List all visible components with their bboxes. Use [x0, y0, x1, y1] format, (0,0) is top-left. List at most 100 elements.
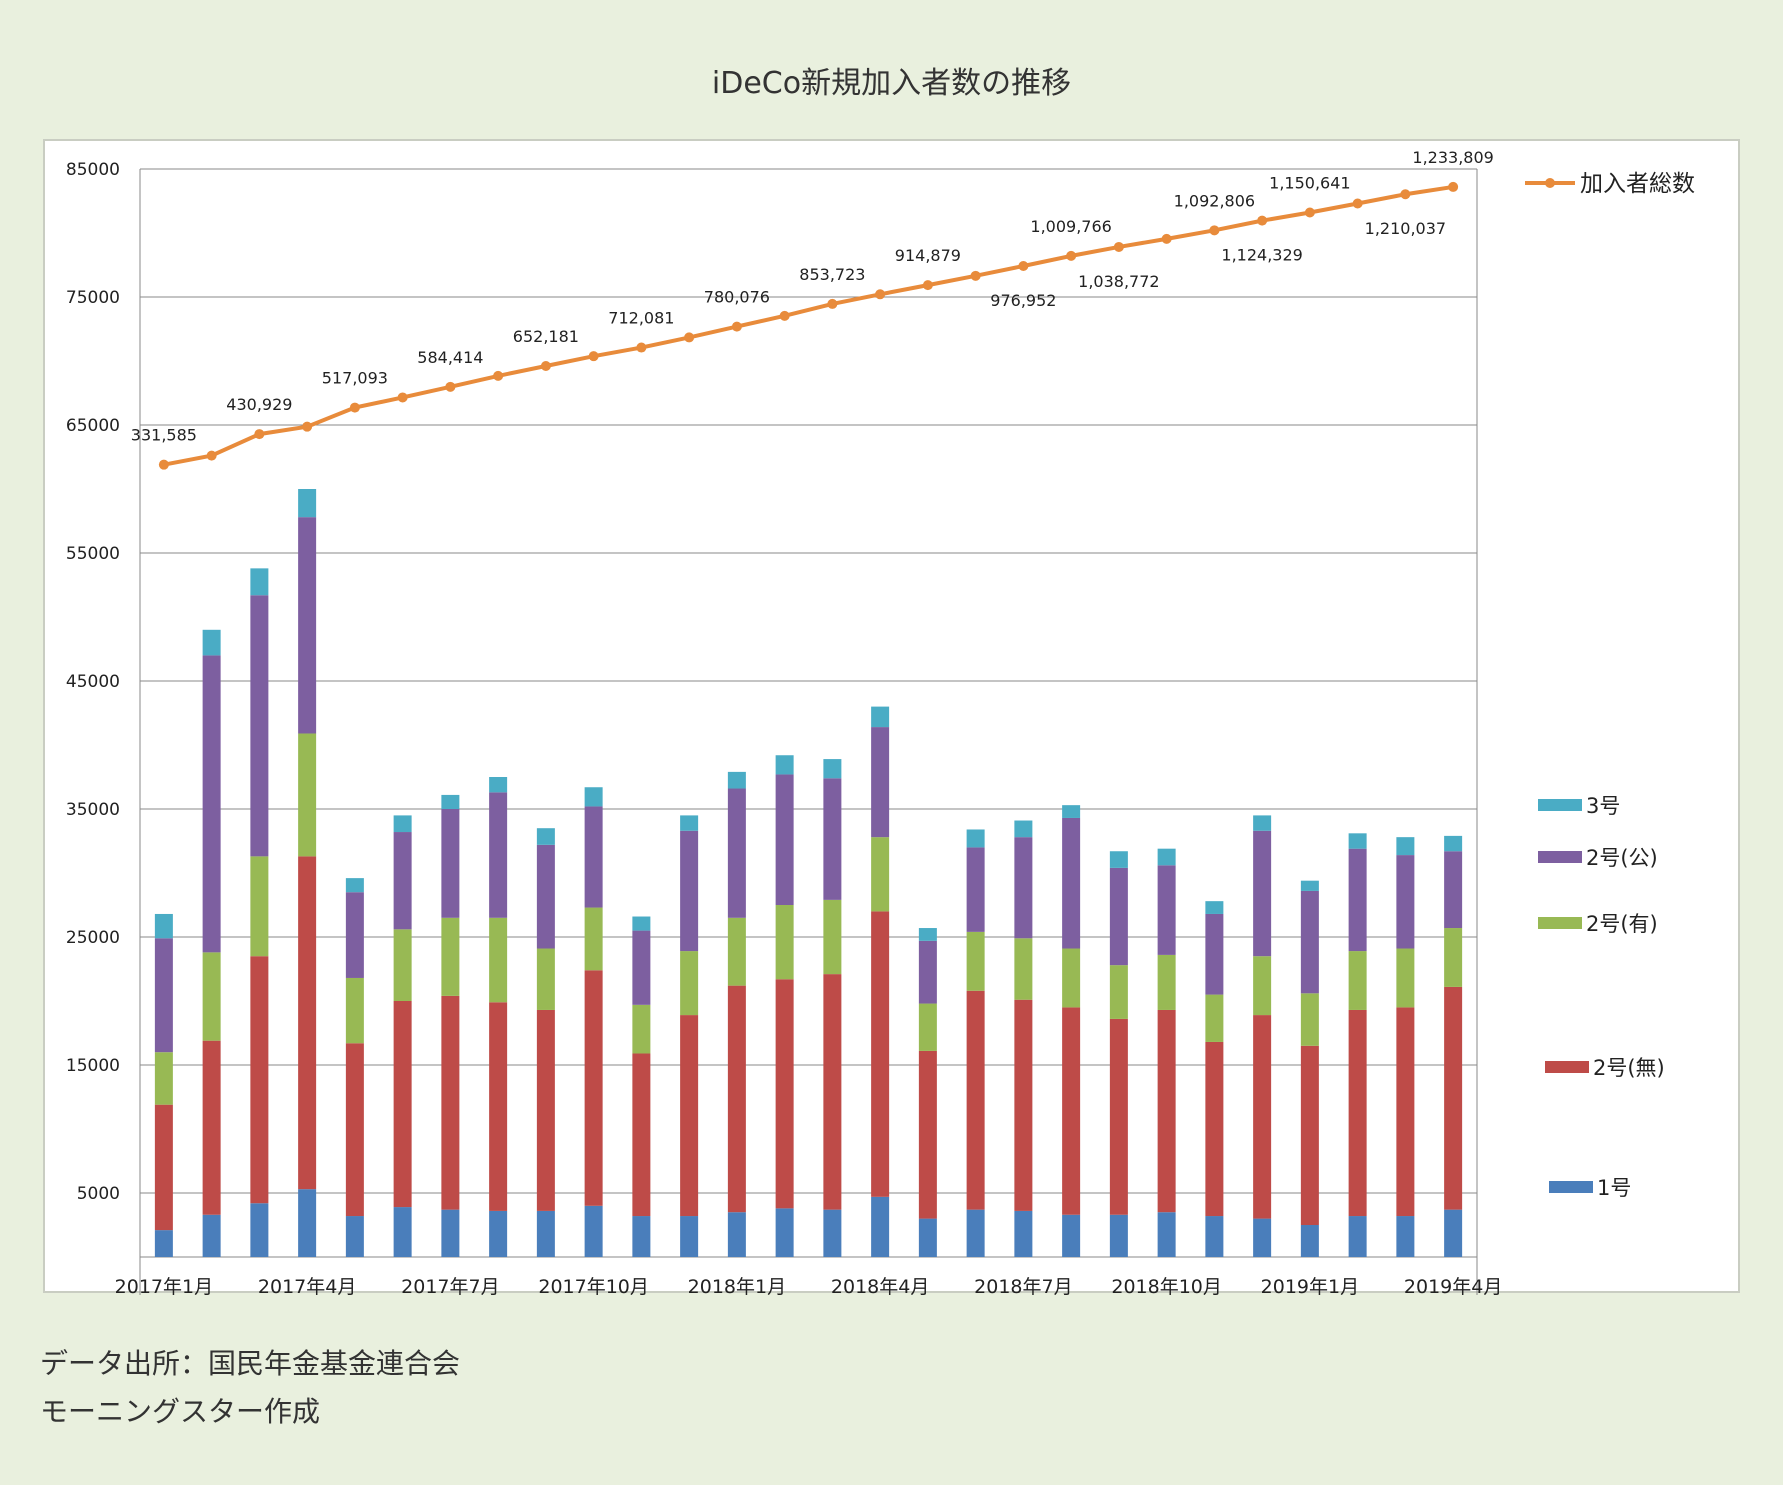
- y-tick-label: 5000: [77, 1184, 120, 1204]
- bar-segment: [1253, 1015, 1272, 1219]
- total-data-label: 1,233,809: [1412, 148, 1493, 167]
- bar-segment: [1348, 833, 1367, 849]
- chart-area: 85000 75000 65000 55000 45000 35000 25000 15000…: [43, 139, 1740, 1295]
- bar-segment: [775, 1208, 794, 1257]
- bar-segment: [441, 809, 460, 918]
- bar-segment: [966, 829, 985, 848]
- bar-segment: [1109, 1214, 1128, 1257]
- legend-label: 2号(有): [1586, 912, 1658, 936]
- total-data-label: 780,076: [704, 288, 770, 307]
- bar-segment: [250, 1203, 269, 1257]
- legend-swatch: [1545, 1061, 1589, 1073]
- bar-segment: [632, 1216, 651, 1257]
- bar-segment: [1062, 817, 1081, 949]
- bar-segment: [1396, 948, 1415, 1008]
- total-point: [445, 381, 456, 392]
- bar-segment: [1157, 848, 1176, 866]
- bar-segment: [966, 1209, 985, 1257]
- bar-segment: [1253, 815, 1272, 831]
- bar-segment: [298, 517, 317, 734]
- bar-segment: [489, 792, 508, 918]
- bar-segment: [489, 1002, 508, 1211]
- total-point: [206, 450, 217, 461]
- bar-segment: [345, 892, 364, 978]
- legend-swatch: [1538, 851, 1582, 863]
- total-point: [540, 360, 551, 371]
- bar-segment: [536, 948, 555, 1010]
- bar-segment: [1300, 993, 1319, 1046]
- bar-segment: [680, 1216, 699, 1257]
- x-tick-label: 2018年1月: [688, 1276, 786, 1295]
- total-data-label: 1,210,037: [1365, 219, 1446, 238]
- bar-segment: [632, 930, 651, 1005]
- bar-segment: [298, 1189, 317, 1257]
- bar-segment: [441, 917, 460, 996]
- bar-segment: [1062, 1214, 1081, 1257]
- legend-label: 2号(無): [1593, 1056, 1665, 1080]
- x-tick-label: 2018年10月: [1111, 1276, 1222, 1295]
- y-tick-label: 75000: [66, 288, 120, 308]
- total-point: [158, 459, 169, 470]
- bar-segment: [823, 778, 842, 900]
- bar-segment: [966, 990, 985, 1210]
- legend-swatch: [1538, 917, 1582, 929]
- total-data-label: 914,879: [895, 246, 961, 265]
- bar-segment: [393, 1001, 412, 1208]
- y-tick-label: 35000: [66, 800, 120, 820]
- bar-segment: [536, 1009, 555, 1211]
- legend-label: 1号: [1597, 1176, 1631, 1200]
- x-tick-label: 2017年4月: [258, 1276, 356, 1295]
- x-tick-label: 2017年10月: [538, 1276, 649, 1295]
- legend-label: 3号: [1586, 794, 1620, 818]
- bar-segment: [680, 1015, 699, 1217]
- total-data-label: 517,093: [322, 369, 388, 388]
- bar-segment: [1014, 837, 1033, 939]
- bar-segment: [918, 928, 937, 941]
- bar-segment: [918, 940, 937, 1004]
- bar-segment: [1062, 948, 1081, 1008]
- bar-segment: [775, 755, 794, 775]
- bar-segment: [1444, 1209, 1463, 1257]
- bar-segment: [871, 727, 890, 838]
- x-tick-label: 2018年4月: [831, 1276, 929, 1295]
- y-tick-label: 85000: [66, 160, 120, 180]
- bar-segment: [202, 655, 221, 953]
- total-point: [1209, 225, 1220, 236]
- bar-segment: [918, 1050, 937, 1219]
- bar-segment: [154, 1104, 173, 1231]
- total-point: [1304, 207, 1315, 218]
- bar-segment: [632, 1004, 651, 1054]
- y-tick-label: 15000: [66, 1056, 120, 1076]
- bar-segment: [727, 917, 746, 986]
- total-point: [1257, 215, 1268, 226]
- total-point: [922, 280, 933, 291]
- bar-segment: [1253, 830, 1272, 957]
- bar-segment: [1014, 1210, 1033, 1257]
- total-point: [493, 370, 504, 381]
- bar-segment: [1014, 999, 1033, 1211]
- bar-segment: [1348, 1009, 1367, 1217]
- bar-segment: [298, 733, 317, 857]
- bar-segment: [823, 1209, 842, 1257]
- total-data-label: 1,009,766: [1030, 217, 1111, 236]
- total-point: [1018, 260, 1029, 271]
- bar-segment: [1444, 986, 1463, 1210]
- x-tick-label: 2017年1月: [115, 1276, 213, 1295]
- bar-segment: [1205, 994, 1224, 1042]
- x-tick-label: 2019年1月: [1261, 1276, 1359, 1295]
- bar-segment: [823, 759, 842, 779]
- bar-segment: [727, 788, 746, 918]
- bar-segment: [584, 1205, 603, 1257]
- bar-segment: [1444, 928, 1463, 987]
- bar-segment: [1062, 1007, 1081, 1215]
- bar-segment: [632, 916, 651, 931]
- chart-title: iDeCo新規加入者数の推移: [711, 66, 1072, 101]
- bar-segment: [1396, 855, 1415, 949]
- bar-segment: [1444, 835, 1463, 852]
- bar-segment: [489, 1210, 508, 1257]
- total-point: [302, 421, 313, 432]
- total-data-label: 1,150,641: [1269, 174, 1350, 193]
- total-data-label: 712,081: [608, 309, 674, 328]
- bar-segment: [966, 847, 985, 932]
- bar-segment: [345, 977, 364, 1044]
